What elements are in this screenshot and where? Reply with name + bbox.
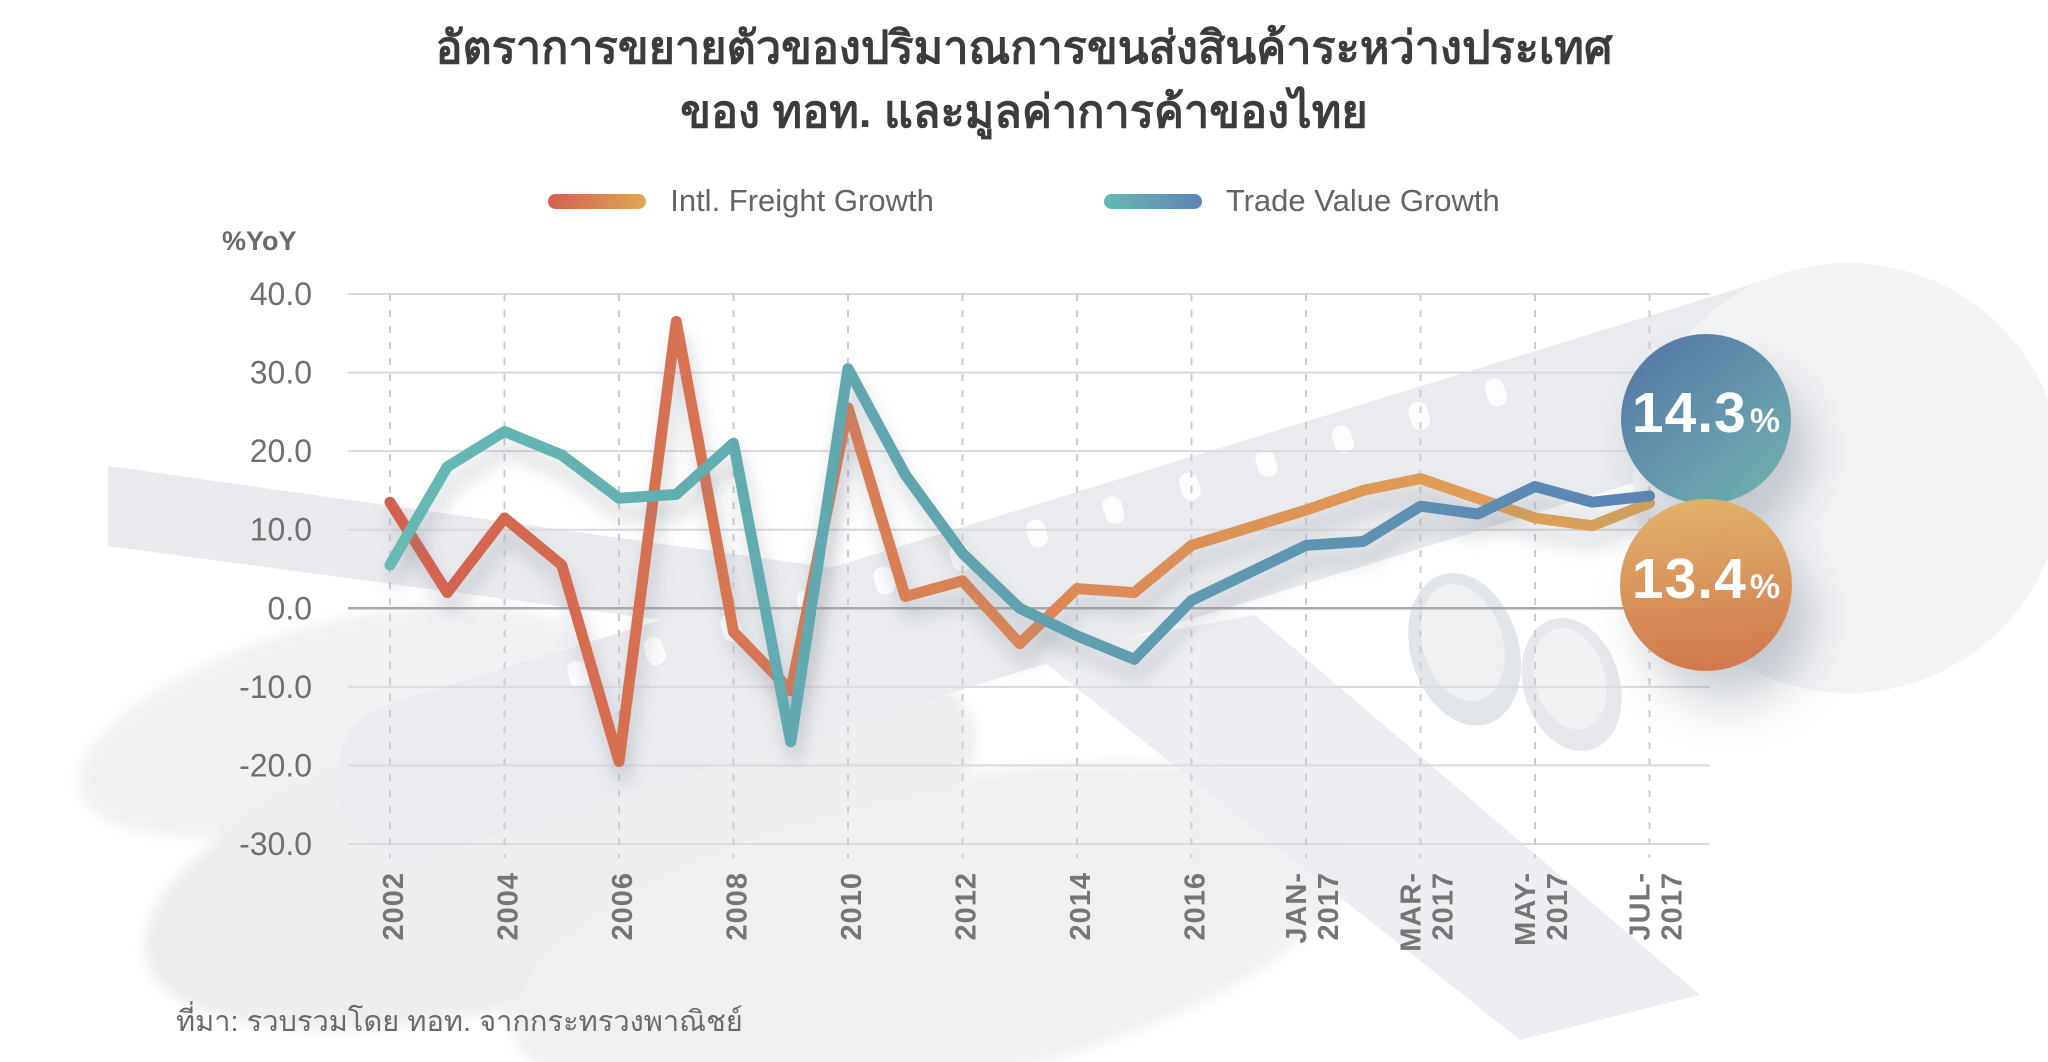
plane-engine-highlight [1420, 583, 1505, 702]
plane-window-dot [567, 660, 590, 689]
freight-line-swatch-icon [548, 193, 647, 209]
freight-latest-badge: 13.4% [1620, 499, 1792, 671]
plane-engine-highlight [1533, 628, 1607, 730]
series-line-intl-freight[interactable] [384, 315, 1655, 767]
airplane-watermark-graphic [78, 263, 2048, 1062]
plane-window-dot [1331, 425, 1354, 454]
badge-value: 14.3 [1631, 381, 1747, 445]
y-axis-tick-label: 40.0 [250, 276, 312, 312]
y-axis-tick-label: 20.0 [250, 433, 312, 469]
page-title: อัตราการขยายตัวของปริมาณการขนส่งสินค้าระ… [0, 16, 2048, 144]
trade-value-latest-badge: 14.3% [1621, 334, 1791, 504]
data-series [384, 315, 1655, 767]
x-axis-tick-label: JUL- [1625, 872, 1657, 940]
chart-legend: Intl. Freight Growth Trade Value Growth [0, 183, 2048, 219]
trade-line-swatch-icon [1103, 193, 1202, 209]
x-axis-tick-label: 2006 [607, 872, 639, 941]
plane-window-dot [1178, 472, 1201, 501]
plane-window-dot [1484, 378, 1507, 407]
percent-unit: % [1749, 402, 1781, 440]
x-axis-tick-label: 2017 [1657, 872, 1689, 941]
y-axis-tick-label: 10.0 [250, 512, 312, 548]
x-axis-tick-label: 2017 [1313, 872, 1345, 941]
legend-label-trade-value: Trade Value Growth [1225, 183, 1500, 218]
plane-fuselage [336, 280, 1854, 855]
x-axis-tick-label: 2012 [951, 872, 983, 941]
badge-text: 14.3% [1621, 380, 1791, 446]
y-axis-labels: 40.0 30.0 20.0 10.0 0.0 -10.0 -20.0 -30.0 [239, 276, 312, 862]
badge-text: 13.4% [1620, 546, 1792, 612]
x-axis-labels: 2002 2004 2006 2008 2010 2012 2014 2016 JAN- 2017… [378, 872, 1689, 952]
x-axis-tick-label: 2008 [722, 872, 754, 941]
plane-window-dot [1102, 496, 1125, 524]
plane-window-dot [873, 566, 895, 595]
title-line-2: ของ ทอท. และมูลค่าการค้าของไทย [680, 86, 1368, 137]
y-axis-unit-label: %YoY [222, 226, 297, 256]
title-line-1: อัตราการขยายตัวของปริมาณการขนส่งสินค้าระ… [435, 22, 1613, 73]
y-axis-tick-label: -30.0 [239, 826, 312, 862]
x-axis-tick-label: MAY- [1510, 872, 1542, 946]
x-axis-tick-label: 2002 [378, 872, 410, 941]
x-axis-tick-label: JAN- [1281, 872, 1313, 944]
source-note: ที่มา: รวบรวมโดย ทอท. จากกระทรวงพาณิชย์ [176, 1006, 743, 1038]
x-axis-tick-label: 2004 [493, 872, 525, 941]
x-axis-tick-label: 2017 [1542, 872, 1574, 941]
x-axis-tick-label: 2016 [1180, 872, 1212, 941]
plane-window-dot [1255, 449, 1278, 477]
x-axis-tick-label: MAR- [1396, 872, 1428, 952]
y-axis-tick-label: 0.0 [268, 590, 312, 626]
y-axis-tick-label: -20.0 [239, 747, 312, 783]
plane-window-dot [1408, 402, 1431, 430]
plane-window-dot [643, 637, 666, 666]
legend-label-intl-freight: Intl. Freight Growth [670, 183, 934, 218]
x-axis-tick-label: 2014 [1065, 872, 1097, 941]
legend-item-intl-freight[interactable]: Intl. Freight Growth [548, 183, 934, 219]
x-axis-tick-label: 2017 [1428, 872, 1460, 941]
y-axis-tick-label: -10.0 [239, 669, 312, 705]
plane-window-dot [1026, 519, 1048, 548]
series-line-trade-value[interactable] [384, 363, 1655, 748]
badge-value: 13.4 [1631, 547, 1747, 611]
percent-unit: % [1749, 568, 1781, 606]
legend-item-trade-value[interactable]: Trade Value Growth [1103, 183, 1500, 219]
plane-right-wing [1035, 615, 1700, 1040]
y-axis-tick-label: 30.0 [250, 355, 312, 391]
x-axis-tick-label: 2010 [836, 872, 868, 941]
